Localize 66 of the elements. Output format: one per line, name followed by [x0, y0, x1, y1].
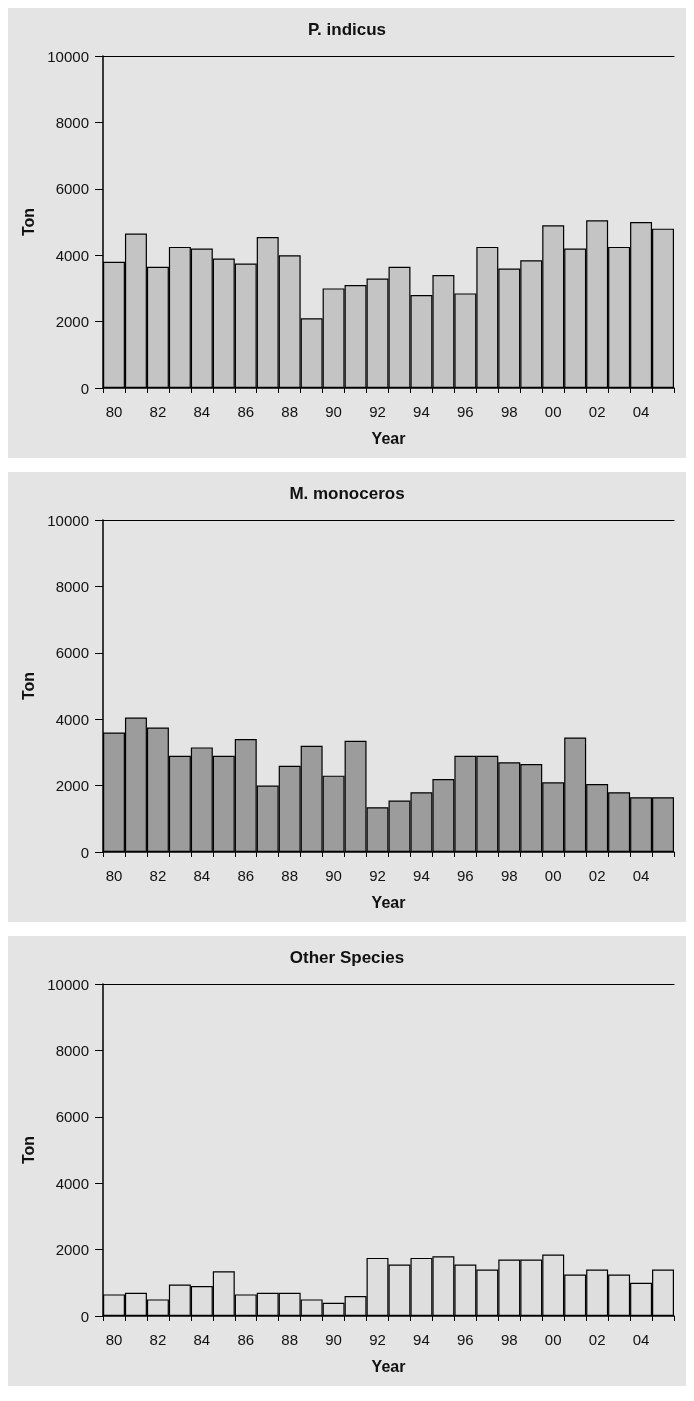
- y-tick-label: 2000: [55, 313, 89, 331]
- y-tick-label: 8000: [55, 577, 89, 595]
- y-tick-label: 2000: [55, 777, 89, 795]
- x-tick-label: 82: [149, 867, 167, 884]
- x-tick-label: 98: [500, 867, 518, 884]
- y-tick-label: 4000: [55, 246, 89, 264]
- x-tick-label: 86: [237, 867, 255, 884]
- x-tick-label: 98: [500, 403, 518, 420]
- y-tick-label: 4000: [55, 1174, 89, 1192]
- x-tick-label: 88: [281, 867, 299, 884]
- x-tick-label: 92: [369, 867, 386, 884]
- x-tick-label: 02: [588, 1331, 606, 1348]
- x-tick-label: 96: [457, 403, 474, 420]
- x-tick-label: 80: [105, 1331, 123, 1348]
- y-tick-label: 0: [80, 1307, 89, 1325]
- x-tick-label: 90: [325, 1331, 342, 1348]
- x-tick-label: 84: [193, 1331, 211, 1348]
- x-tick-label: 86: [237, 1331, 255, 1348]
- y-tick-label: 8000: [55, 1041, 89, 1059]
- x-axis-title: Year: [371, 1357, 406, 1375]
- y-tick-label: 4000: [55, 710, 89, 728]
- x-tick-label: 90: [325, 403, 342, 420]
- x-tick-label: 90: [325, 867, 342, 884]
- y-tick-label: 6000: [55, 644, 89, 662]
- x-tick-label: 86: [237, 403, 255, 420]
- chart-title: Other Species: [289, 948, 405, 967]
- y-tick-label: 0: [80, 843, 89, 861]
- x-tick-label: 04: [632, 403, 650, 420]
- x-tick-label: 00: [544, 1331, 562, 1348]
- x-tick-label: 02: [588, 403, 606, 420]
- x-tick-label: 96: [457, 867, 474, 884]
- y-axis-title: Ton: [19, 671, 37, 701]
- x-tick-label: 80: [105, 867, 123, 884]
- x-tick-label: 92: [369, 403, 386, 420]
- x-tick-label: 82: [149, 1331, 167, 1348]
- y-axis-title: Ton: [19, 1135, 37, 1165]
- x-tick-label: 88: [281, 403, 299, 420]
- x-tick-label: 84: [193, 403, 211, 420]
- y-tick-label: 10000: [47, 975, 89, 993]
- x-tick-label: 02: [588, 867, 606, 884]
- x-tick-label: 84: [193, 867, 211, 884]
- x-tick-label: 94: [413, 867, 430, 884]
- x-axis-title: Year: [371, 429, 406, 447]
- x-tick-label: 96: [457, 1331, 474, 1348]
- x-tick-label: 98: [500, 1331, 518, 1348]
- y-tick-label: 6000: [55, 1108, 89, 1126]
- x-tick-label: 00: [544, 867, 562, 884]
- x-tick-label: 94: [413, 403, 430, 420]
- x-tick-label: 94: [413, 1331, 430, 1348]
- chart-title: M. monoceros: [289, 484, 405, 503]
- y-tick-label: 8000: [55, 113, 89, 131]
- y-tick-label: 2000: [55, 1241, 89, 1259]
- x-tick-label: 04: [632, 867, 650, 884]
- y-tick-label: 10000: [47, 47, 89, 65]
- x-tick-label: 80: [105, 403, 123, 420]
- x-axis-title: Year: [371, 893, 406, 911]
- y-tick-label: 6000: [55, 180, 89, 198]
- x-tick-label: 88: [281, 1331, 299, 1348]
- y-tick-label: 10000: [47, 511, 89, 529]
- chart-title: P. indicus: [307, 20, 387, 39]
- x-tick-label: 82: [149, 403, 167, 420]
- y-tick-label: 0: [80, 379, 89, 397]
- x-tick-label: 04: [632, 1331, 650, 1348]
- y-axis-title: Ton: [19, 207, 37, 237]
- x-tick-label: 00: [544, 403, 562, 420]
- x-tick-label: 92: [369, 1331, 386, 1348]
